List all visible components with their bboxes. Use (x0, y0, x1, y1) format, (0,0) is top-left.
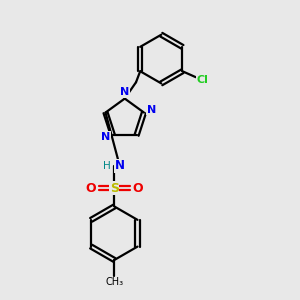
Text: N: N (147, 105, 156, 115)
Text: Cl: Cl (196, 75, 208, 85)
Text: O: O (86, 182, 97, 194)
Text: CH₃: CH₃ (105, 277, 123, 287)
Text: N: N (120, 87, 129, 97)
Text: N: N (115, 159, 125, 172)
Text: N: N (101, 132, 110, 142)
Text: S: S (110, 182, 119, 194)
Text: H: H (103, 161, 111, 171)
Text: O: O (132, 182, 143, 194)
